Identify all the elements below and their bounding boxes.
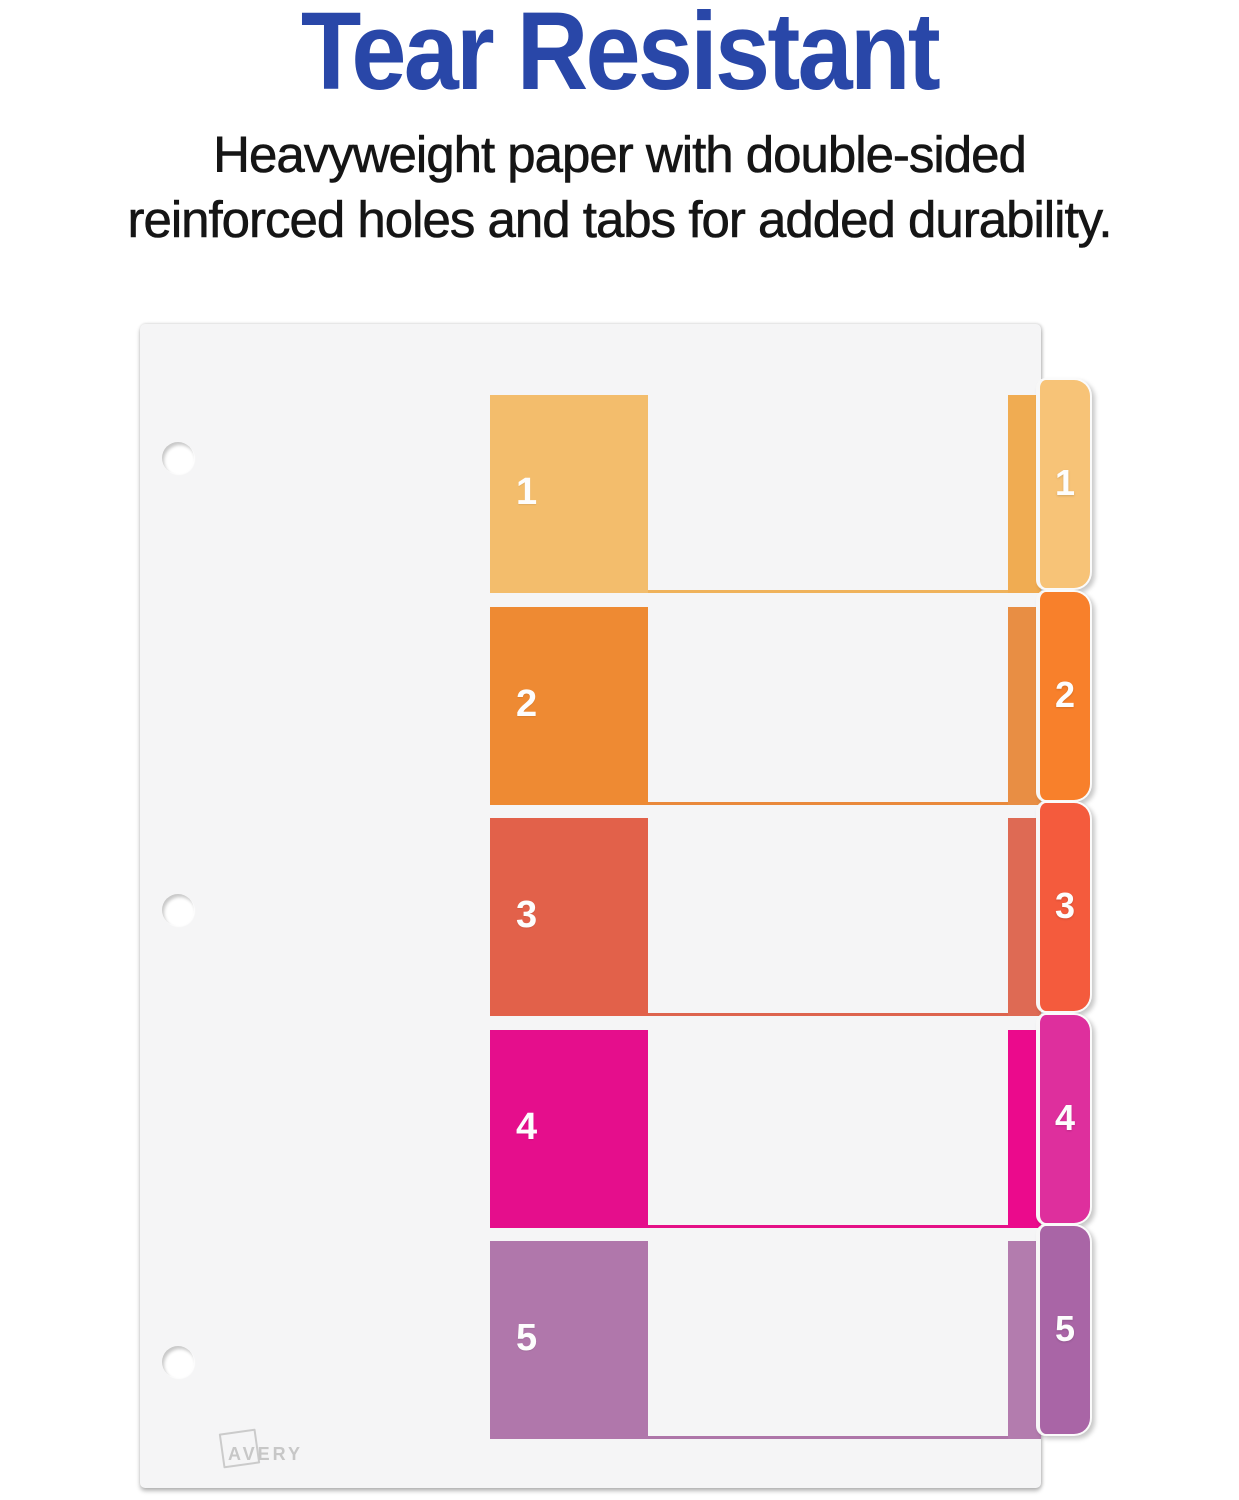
section-number: 3 (516, 893, 538, 936)
section-color-block: 2 (490, 606, 648, 805)
section-color-block: 1 (490, 395, 648, 593)
section-color-block: 4 (490, 1029, 648, 1228)
section-divider-line (648, 1013, 1041, 1016)
index-tab: 1 (1036, 378, 1092, 590)
section-divider-line (648, 590, 1041, 593)
section-edge-strip (1008, 1241, 1041, 1439)
section-divider-line (648, 801, 1041, 805)
section-number: 5 (516, 1316, 538, 1359)
index-tab: 4 (1036, 1012, 1092, 1225)
section-color-block: 3 (490, 818, 648, 1016)
tab-number: 4 (1054, 1096, 1076, 1138)
section-edge-strip (1008, 818, 1041, 1016)
section-number: 1 (516, 470, 538, 513)
subheadline-line1: Heavyweight paper with double-sided (213, 126, 1027, 184)
section-divider-line (648, 1224, 1041, 1228)
section-edge-strip (1008, 606, 1041, 805)
avery-logo: AVERY (218, 1428, 348, 1480)
tab-number: 1 (1054, 462, 1076, 504)
section-edge-strip (1008, 1029, 1041, 1228)
tab-number: 3 (1054, 885, 1076, 927)
subheadline-line2: reinforced holes and tabs for added dura… (127, 191, 1113, 249)
section-number: 4 (516, 1105, 538, 1148)
headline: Tear Resistant (300, 0, 941, 113)
index-tab: 5 (1036, 1224, 1092, 1436)
section-number: 2 (516, 682, 538, 725)
tab-number: 5 (1054, 1308, 1076, 1350)
tab-number: 2 (1054, 673, 1076, 715)
index-tab: 2 (1036, 589, 1092, 802)
section-divider-line (648, 1436, 1041, 1439)
subheadline: Heavyweight paper with double-sided rein… (0, 122, 1239, 252)
divider-sheet: 1 2 3 4 5 AVERY (140, 324, 1041, 1488)
section-edge-strip (1008, 395, 1041, 593)
avery-logo-text: AVERY (228, 1444, 304, 1464)
punch-hole-top (162, 442, 194, 474)
section-color-block: 5 (490, 1241, 648, 1439)
punch-hole-middle (162, 894, 194, 926)
index-tab: 3 (1036, 801, 1092, 1013)
punch-hole-bottom (162, 1346, 194, 1378)
